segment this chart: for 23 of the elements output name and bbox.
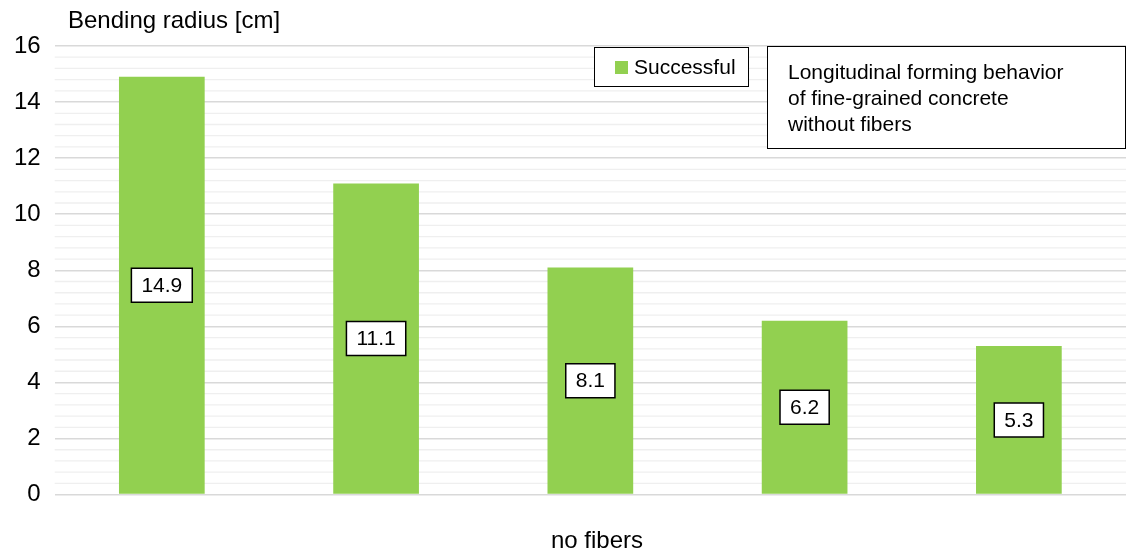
bar (333, 183, 419, 494)
y-tick-label: 8 (27, 254, 41, 282)
data-label: 14.9 (141, 273, 183, 297)
y-tick-label: 0 (27, 479, 41, 507)
y-tick-label: 10 (13, 198, 41, 226)
y-tick-label: 6 (27, 311, 41, 338)
bar (118, 76, 205, 494)
data-label: 6.2 (790, 395, 820, 419)
y-tick-label: 2 (27, 423, 41, 451)
data-label: 8.1 (575, 368, 605, 392)
text-box: Longitudinal forming behavior of fine-grained concrete without fibers (767, 46, 1126, 149)
data-label: 11.1 (356, 326, 396, 350)
y-tick-label: 14 (13, 86, 41, 114)
y-tick-label: 12 (13, 142, 41, 170)
bar (976, 346, 1062, 494)
legend-label: Successful (634, 55, 736, 79)
x-axis-title: no fibers (549, 526, 645, 554)
bar (547, 267, 634, 494)
bar (761, 320, 848, 494)
y-tick-label: 16 (13, 30, 41, 58)
y-axis-title: Bending radius [cm] (68, 6, 281, 34)
data-label: 5.3 (1004, 407, 1034, 431)
y-tick-label: 4 (27, 367, 41, 395)
